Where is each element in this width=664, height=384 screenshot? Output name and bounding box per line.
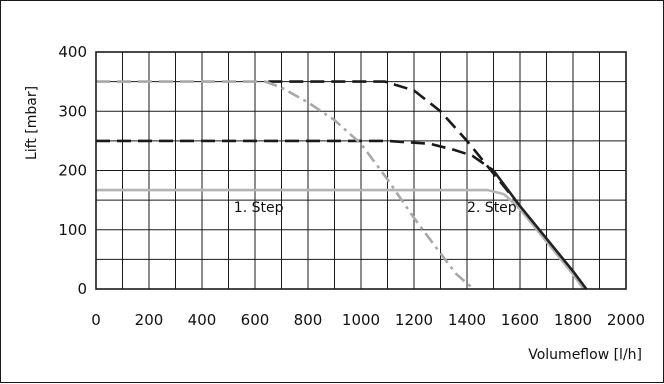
annotations: 1. Step 2. Step — [234, 200, 517, 216]
x-tick-label: 200 — [135, 311, 164, 329]
y-tick-label: 300 — [58, 102, 87, 120]
series-line-dark-solid — [492, 169, 588, 290]
series-group — [96, 80, 588, 290]
tick-labels: 0 200 400 600 800 1000 1200 1400 1600 1800 2000 0 10… — [58, 43, 645, 329]
x-tick-label: 1800 — [554, 311, 592, 329]
x-tick-label: 1200 — [395, 311, 433, 329]
plot-area-border — [95, 51, 627, 290]
x-tick-label: 1400 — [448, 311, 486, 329]
grid — [96, 52, 626, 289]
x-tick-label: 400 — [188, 311, 217, 329]
y-tick-label: 400 — [58, 43, 87, 61]
series-line-dark-dashed — [96, 139, 495, 172]
x-tick-label: 1000 — [342, 311, 380, 329]
series-line-gray-dashdot — [265, 80, 475, 290]
x-tick-label: 2000 — [607, 311, 645, 329]
y-tick-label: 0 — [77, 280, 87, 298]
axes — [95, 51, 627, 290]
y-tick-label: 200 — [58, 162, 87, 180]
step-annotation: 2. Step — [467, 200, 517, 216]
x-tick-label: 600 — [241, 311, 270, 329]
y-axis-label: Lift [mbar] — [24, 86, 40, 160]
x-axis-label: Volumeflow [l/h] — [528, 347, 642, 363]
y-tick-label: 100 — [58, 221, 87, 239]
series-line-dark-dashed — [268, 80, 522, 207]
series-line-gray-solid — [96, 188, 585, 290]
step-annotation: 1. Step — [234, 200, 284, 216]
x-tick-label: 1600 — [501, 311, 539, 329]
x-tick-label: 0 — [91, 311, 101, 329]
x-tick-label: 800 — [294, 311, 323, 329]
